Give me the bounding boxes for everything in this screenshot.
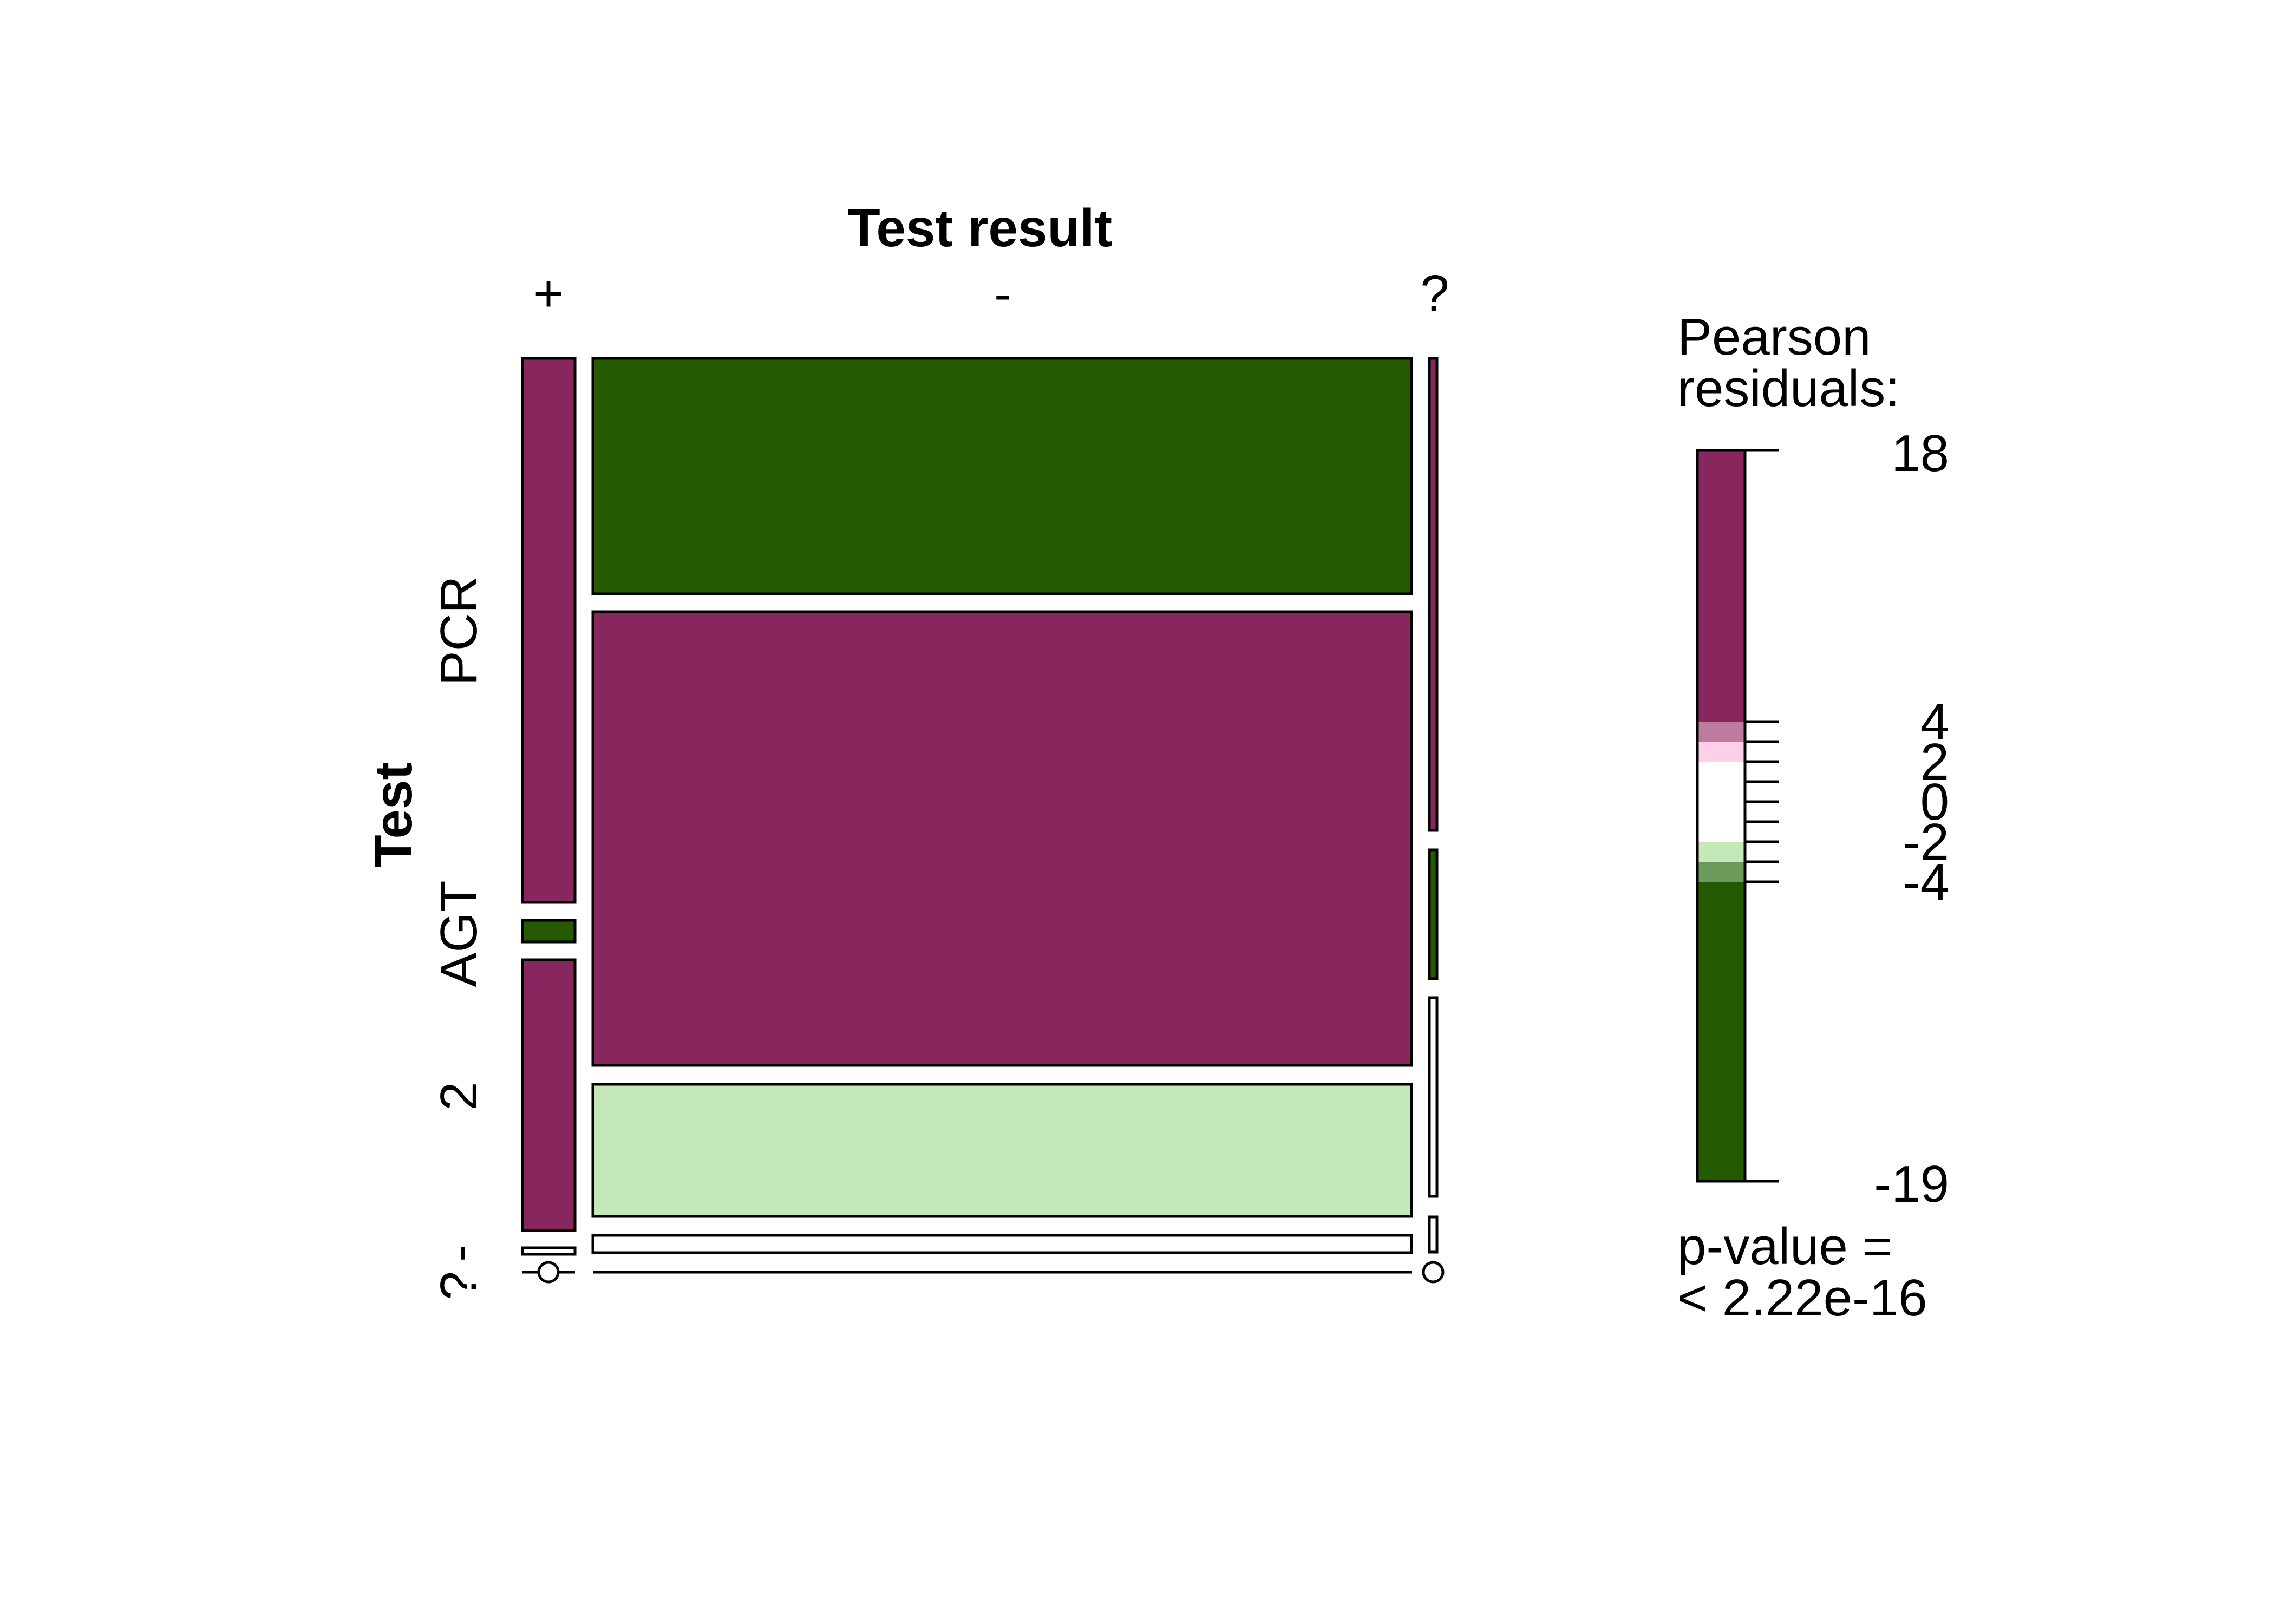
cell-unknown-2 [1428, 996, 1439, 1198]
legend-ticks [1745, 449, 1779, 1183]
legend-tick-labels: 18 4 2 0 -2 -4 -19 [1874, 424, 1949, 1213]
legend-tick-label: 4 [1920, 693, 1949, 751]
row-label-2: 2 [430, 1082, 488, 1110]
column-variable-title: Test result [848, 198, 1112, 258]
cell-unknown-unknown-marker [1422, 1261, 1445, 1284]
legend-tick-label: 2 [1920, 733, 1949, 791]
cell-positive-pcr [521, 357, 577, 904]
legend-tick-label: -4 [1903, 853, 1949, 911]
cell-unknown-dash [1428, 1215, 1439, 1254]
row-label-unknown: ? [430, 1271, 488, 1300]
cell-unknown-agt [1428, 848, 1439, 980]
pvalue-line1: p-value = [1677, 1217, 1893, 1275]
cell-positive-2 [521, 958, 577, 1232]
cell-positive-agt [521, 919, 577, 944]
cell-negative-agt [591, 610, 1413, 1067]
cell-positive-unknown-marker [537, 1261, 560, 1284]
mosaic-cells [521, 357, 1445, 1284]
legend-band-faint-positive [1697, 742, 1745, 762]
column-label-negative: - [994, 265, 1011, 323]
legend-tick-label: 0 [1920, 773, 1949, 831]
legend-band-weak-negative [1697, 862, 1745, 882]
legend: Pearson residuals: 18 4 [1677, 308, 1949, 1327]
legend-tick-label: 18 [1891, 424, 1949, 482]
cell-negative-2 [591, 1083, 1413, 1218]
row-variable-title: Test [363, 762, 423, 867]
legend-band-strong-positive [1697, 450, 1745, 722]
legend-bar-border [1696, 449, 1747, 1183]
legend-band-strong-negative [1697, 882, 1745, 1181]
legend-tick-label: -2 [1903, 813, 1949, 871]
pvalue-line2: < 2.22e-16 [1677, 1269, 1927, 1327]
legend-title-line1: Pearson [1677, 308, 1871, 366]
column-label-unknown: ? [1420, 265, 1449, 323]
row-label-agt: AGT [430, 880, 488, 987]
legend-color-bar [1696, 449, 1747, 1183]
legend-band-weak-positive [1697, 722, 1745, 742]
row-label-pcr: PCR [430, 576, 488, 686]
column-label-positive: + [533, 265, 564, 323]
cell-negative-pcr [591, 357, 1413, 595]
cell-unknown-pcr [1428, 357, 1439, 832]
legend-title-line2: residuals: [1677, 359, 1900, 417]
legend-band-faint-negative [1697, 842, 1745, 862]
row-label-dash: - [430, 1245, 488, 1262]
legend-tick-label: -19 [1874, 1155, 1949, 1213]
cell-negative-dash [591, 1234, 1413, 1254]
legend-band-neutral [1697, 762, 1745, 842]
cell-positive-dash [521, 1246, 577, 1256]
